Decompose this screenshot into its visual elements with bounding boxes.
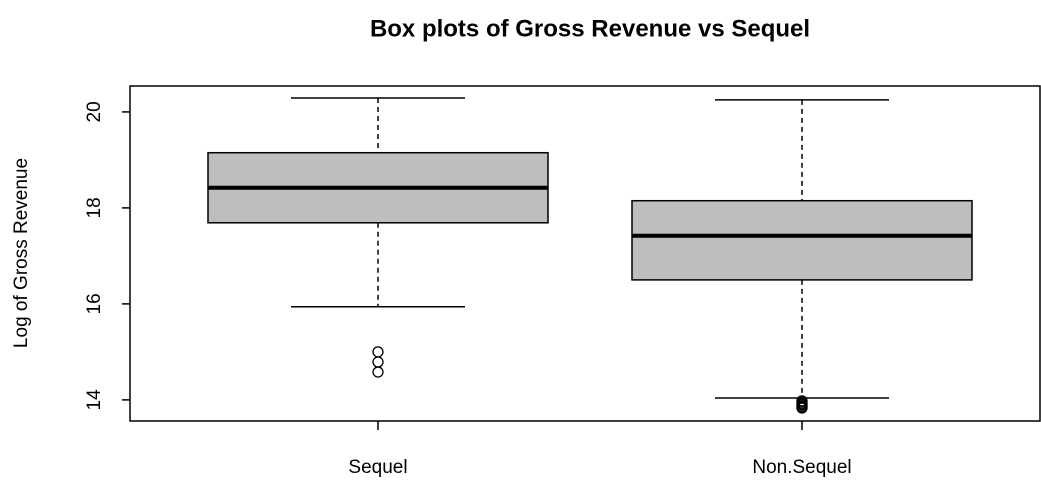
x-tick-label: Non.Sequel — [752, 457, 851, 478]
plot-frame — [129, 85, 1041, 422]
chart-title: Box plots of Gross Revenue vs Sequel — [370, 15, 810, 42]
outlier — [796, 402, 808, 414]
y-axis-label: Log of Gross Revenue — [11, 158, 32, 348]
x-tick-label: Sequel — [348, 457, 407, 478]
y-tick-label: 20 — [84, 101, 105, 122]
outlier — [372, 366, 384, 378]
outlier — [372, 346, 384, 358]
y-tick-label: 16 — [84, 293, 105, 314]
y-tick-label: 14 — [84, 389, 105, 411]
outlier — [372, 356, 384, 368]
y-tick-label: 18 — [84, 197, 105, 218]
box — [631, 199, 973, 281]
